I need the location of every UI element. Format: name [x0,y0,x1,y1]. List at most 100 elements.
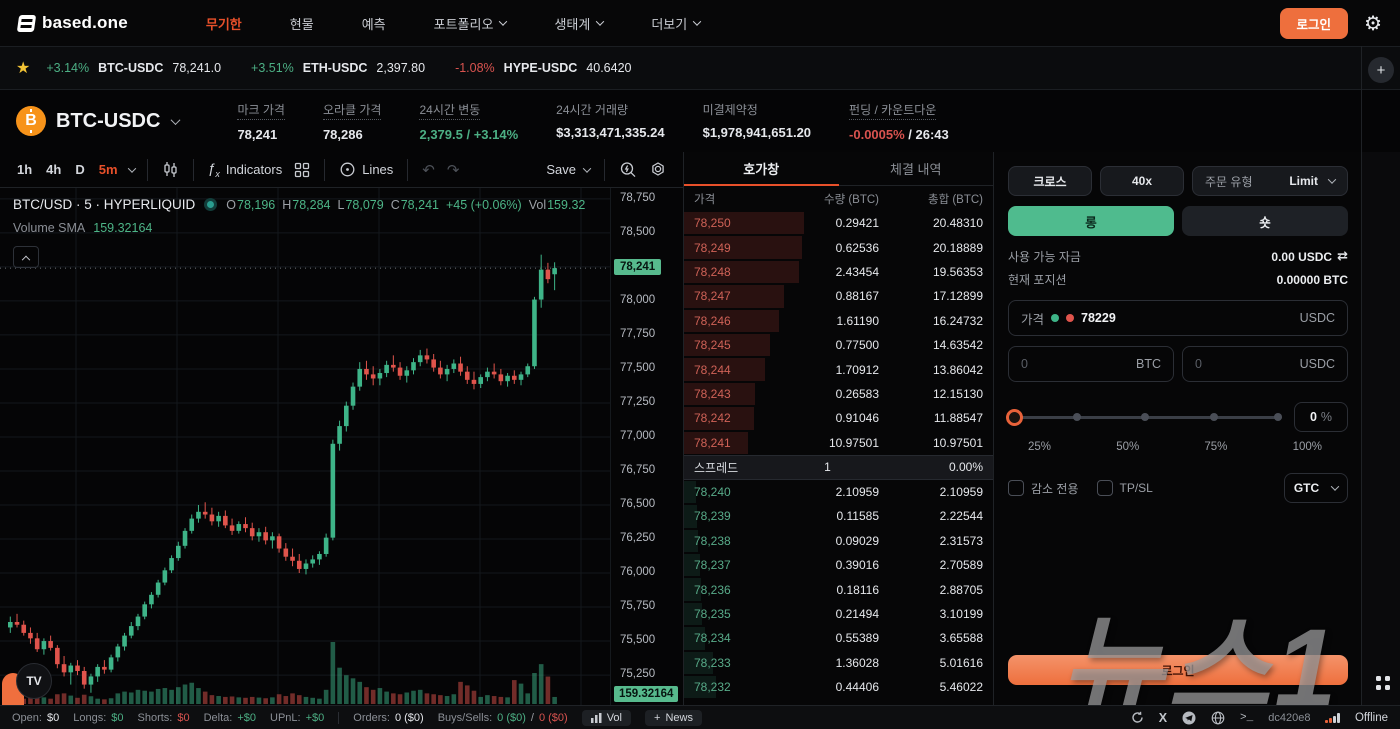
bid-price-dot[interactable] [1051,314,1060,322]
slider-label-75%[interactable]: 75% [1204,441,1228,453]
orderbook-ask-row[interactable]: 78,247 0.88167 17.12899 [684,284,993,308]
orderbook-bid-row[interactable]: 78,232 0.44406 5.46022 [684,675,993,699]
swap-icon[interactable]: ⇄ [1337,249,1348,264]
order-type-select[interactable]: 주문 유형 Limit [1192,166,1348,196]
status-value: +$0 [305,711,325,724]
size-input-btc[interactable]: 0 BTC [1008,346,1174,382]
spread-row: 스프레드 1 0.00% [684,454,993,480]
stat-label: 24시간 거래량 [556,102,629,117]
save-layout-button[interactable]: Save [546,162,592,177]
legend-collapse-button[interactable] [13,246,39,268]
orderbook-total: 2.88705 [939,582,983,597]
price-input[interactable]: 가격 78229 USDC [1008,300,1348,336]
quick-search-button[interactable] [613,157,643,183]
orderbook-ask-row[interactable]: 78,250 0.29421 20.48310 [684,211,993,235]
logo[interactable]: based.one [16,13,128,33]
tradingview-logo[interactable]: TV [16,663,52,699]
interval-D[interactable]: D [75,162,85,177]
nav-item-3[interactable]: 포트폴리오 [414,8,527,39]
size-slider[interactable] [1006,408,1282,426]
nav-item-1[interactable]: 현물 [270,8,334,39]
slider-label-50%[interactable]: 50% [1116,441,1140,453]
nav-item-label: 현물 [289,16,314,32]
orderbook-ask-row[interactable]: 78,241 10.97501 10.97501 [684,431,993,455]
orderbook-bid-row[interactable]: 78,240 2.10959 2.10959 [684,480,993,504]
interval-4h[interactable]: 4h [46,162,62,177]
apps-grid-icon[interactable] [1376,676,1391,691]
orderbook-bid-row[interactable]: 78,237 0.39016 2.70589 [684,553,993,577]
orderbook-bid-row[interactable]: 78,234 0.55389 3.65588 [684,626,993,650]
login-button[interactable]: 로그인 [1279,7,1349,39]
slider-label-100%[interactable]: 100% [1292,441,1322,453]
axis-tick: 75,500 [620,634,656,647]
nav-item-5[interactable]: 더보기 [631,8,720,39]
status-divider [338,711,340,724]
status-label: UPnL: [270,711,301,724]
status-value: 0 ($0) [538,711,568,724]
status-value: 0 ($0) [497,711,526,724]
candlestick-chart[interactable] [0,188,610,705]
tpsl-checkbox[interactable]: TP/SL [1096,480,1153,496]
orderbook-ask-row[interactable]: 78,243 0.26583 12.15130 [684,382,993,406]
redo-icon[interactable]: ↷ [446,160,460,179]
axis-tick: 75,250 [620,668,656,681]
orderbook-ask-row[interactable]: 78,245 0.77500 14.63542 [684,333,993,357]
margin-mode-button[interactable]: 크로스 [1008,166,1092,196]
ticker-item-2[interactable]: -1.08% HYPE-USDC 40.6420 [455,61,631,75]
orderbook-price: 78,244 [694,362,731,377]
price-axis[interactable]: 78,241 159.32164 78,750 78,500 78,000 77,75… [610,188,683,705]
long-button[interactable]: 롱 [1008,206,1174,236]
orderbook-tab-1[interactable]: 체결 내역 [890,162,942,177]
orderbook-ask-row[interactable]: 78,244 1.70912 13.86042 [684,357,993,381]
ohlc-part: L78,079 [338,198,384,212]
telegram-icon[interactable] [1182,711,1196,725]
terminal-icon[interactable]: >_ [1240,711,1254,724]
globe-icon[interactable] [1211,711,1225,725]
candle-style-button[interactable] [156,157,185,182]
add-favorite-button[interactable]: + [1368,57,1394,83]
orderbook-bid-row[interactable]: 78,238 0.09029 2.31573 [684,529,993,553]
interval-5m[interactable]: 5m [98,162,118,177]
undo-icon[interactable]: ↶ [422,160,435,179]
orderbook-bid-row[interactable]: 78,239 0.11585 2.22544 [684,504,993,528]
interval-dropdown-chevron-icon[interactable] [127,163,136,173]
indicators-button[interactable]: ƒx Indicators [202,156,289,183]
orderbook-bid-row[interactable]: 78,235 0.21494 3.10199 [684,602,993,626]
size-input-usdc[interactable]: 0 USDC [1182,346,1348,382]
lines-button[interactable]: Lines [333,157,399,182]
ticker-item-0[interactable]: +3.14% BTC-USDC 78,241.0 [46,61,221,75]
ticker-pair: ETH-USDC [302,61,368,75]
x-twitter-icon[interactable]: X [1158,710,1168,725]
orderbook-ask-row[interactable]: 78,242 0.91046 11.88547 [684,406,993,430]
orderbook-tab-0[interactable]: 호가창 [684,152,839,186]
nav-item-2[interactable]: 예측 [342,8,406,39]
orderbook-bid-row[interactable]: 78,236 0.18116 2.88705 [684,577,993,601]
slider-value-box[interactable]: 0 % [1294,402,1348,432]
refresh-icon[interactable] [1131,711,1144,724]
reduce-only-checkbox[interactable]: 감소 전용 [1008,480,1079,497]
orderbook-bid-row[interactable]: 78,233 1.36028 5.01616 [684,651,993,675]
ask-price-dot[interactable] [1066,314,1075,322]
news-button[interactable]: + News [645,709,702,726]
nav-item-4[interactable]: 생태계 [534,8,623,39]
vol-toggle-button[interactable]: Vol [581,709,631,726]
depth-bar [684,554,700,577]
ticker-item-1[interactable]: +3.51% ETH-USDC 2,397.80 [251,61,425,75]
pair-selector[interactable]: B BTC-USDC [16,106,181,136]
orderbook-ask-row[interactable]: 78,246 1.61190 16.24732 [684,309,993,333]
chart-settings-button[interactable] [643,157,673,183]
interval-1h[interactable]: 1h [17,162,33,177]
nav-item-0[interactable]: 무기한 [186,8,262,39]
leverage-button[interactable]: 40x [1100,166,1184,196]
layout-grid-button[interactable] [288,158,316,182]
short-button[interactable]: 숏 [1182,206,1348,236]
order-login-button[interactable]: 로그인 [1008,655,1348,685]
settings-gear-icon[interactable]: ⚙ [1364,11,1382,35]
tif-select[interactable]: GTC [1284,473,1348,503]
orderbook-ask-row[interactable]: 78,249 0.62536 20.18889 [684,235,993,259]
slider-handle[interactable] [1006,408,1023,426]
slider-label-25%[interactable]: 25% [1028,441,1052,453]
symbol-legend[interactable]: BTC/USD · 5 · HYPERLIQUID [13,197,196,212]
orderbook-ask-row[interactable]: 78,248 2.43454 19.56353 [684,260,993,284]
favorites-star-icon[interactable]: ★ [16,60,31,77]
